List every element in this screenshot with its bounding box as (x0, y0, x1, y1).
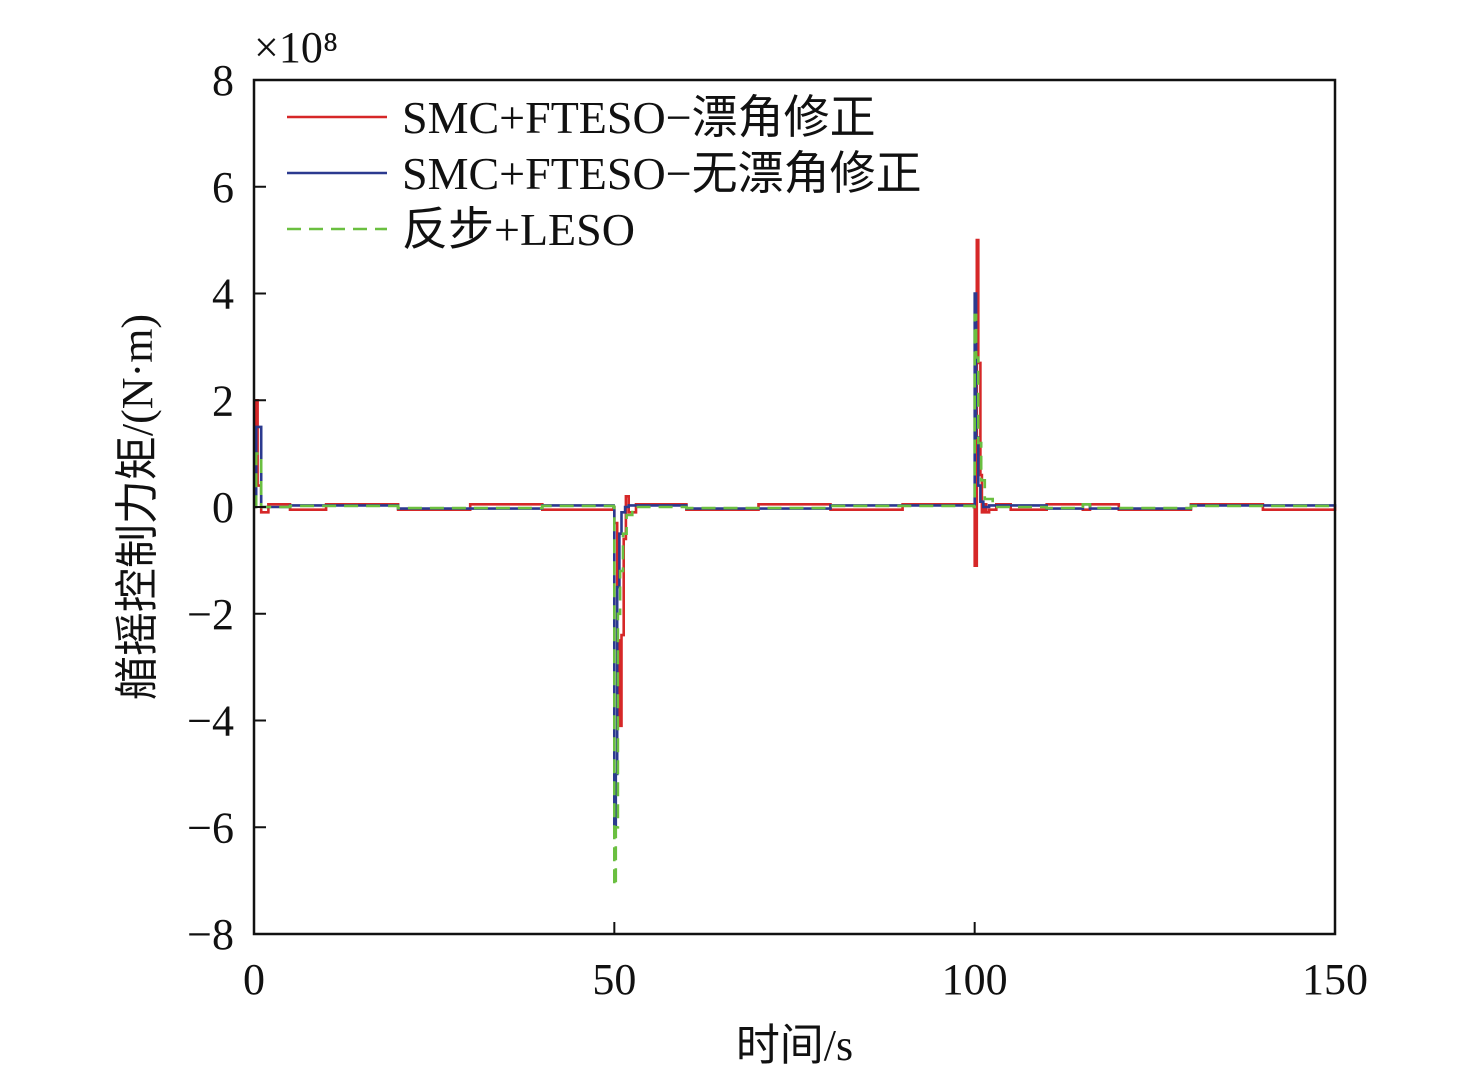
y-tick-label: 6 (212, 163, 234, 212)
y-tick-label: −8 (187, 910, 234, 959)
y-axis-title: 艏摇控制力矩/(N·m) (113, 314, 162, 700)
y-tick-label: 0 (212, 483, 234, 532)
x-axis-title: 时间/s (736, 1021, 853, 1070)
y-tick-label: 8 (212, 56, 234, 105)
x-tick-label: 150 (1302, 955, 1368, 1004)
y-tick-label: −4 (187, 697, 234, 746)
x-tick-label: 100 (942, 955, 1008, 1004)
series-line-1 (254, 238, 1337, 728)
y-tick-label: −6 (187, 803, 234, 852)
y-tick-label: −2 (187, 590, 234, 639)
tick-layer: 0 50 100 150 −8 −6 −4 −2 0 2 4 6 8 (187, 56, 1368, 1004)
x-tick-label: 0 (243, 955, 265, 1004)
series-line-3 (254, 313, 1337, 888)
y-multiplier-label: ×10⁸ (254, 23, 338, 72)
legend-label-3: 反步+LESO (402, 204, 635, 255)
y-tick-label: 2 (212, 376, 234, 425)
legend-label-1: SMC+FTESO−漂角修正 (402, 92, 876, 143)
legend-label-2: SMC+FTESO−无漂角修正 (402, 148, 922, 199)
series-line-2 (254, 292, 1337, 829)
y-tick-label: 4 (212, 270, 234, 319)
x-tick-label: 50 (592, 955, 636, 1004)
series-layer (254, 238, 1337, 888)
